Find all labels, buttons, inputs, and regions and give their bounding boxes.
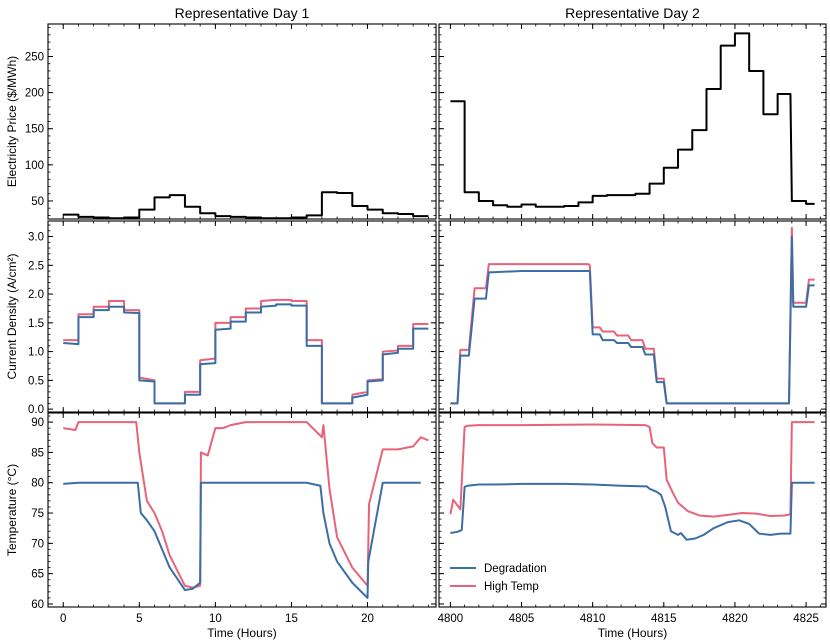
- x-axis-label-1: Time (Hours): [207, 626, 277, 640]
- x-tick-label: 4825: [793, 613, 819, 625]
- panel-r1-c1: 50 100 150 200 250: [25, 23, 437, 220]
- legend-frame: [444, 557, 564, 597]
- panel-frame: [438, 23, 827, 220]
- y-tick-label: 2.5: [28, 260, 44, 272]
- y-tick-label: 60: [31, 599, 44, 611]
- y-tick-label: 2.0: [28, 289, 44, 301]
- y-axis-label-row-1: Electricity Price ($/MWh): [5, 56, 19, 187]
- x-tick-label: 4810: [580, 613, 606, 625]
- y-tick-label: 3.0: [28, 232, 44, 244]
- panel-frame: [438, 220, 827, 413]
- x-tick-label: 4815: [651, 613, 677, 625]
- y-tick-label: 1.5: [28, 318, 44, 330]
- y-tick-label: 200: [25, 88, 44, 100]
- temperature-high-temp-line: [63, 421, 429, 589]
- x-tick-label: 20: [361, 613, 374, 625]
- x-tick-label: 10: [209, 613, 222, 625]
- legend: Degradation High Temp: [444, 557, 564, 597]
- price-line: [63, 191, 429, 219]
- temperature-degradation-line: [450, 481, 815, 541]
- y-tick-label: 150: [25, 124, 44, 136]
- x-axis-label-2: Time (Hours): [598, 626, 668, 640]
- y-tick-label: 90: [31, 417, 44, 429]
- y-tick-label: 250: [25, 52, 44, 64]
- price-line: [450, 32, 815, 208]
- y-axis-label-row-3: Temperature (°C): [5, 464, 19, 556]
- temperature-degradation-line: [63, 481, 421, 599]
- panel-frame: [47, 412, 437, 608]
- panel-r3-c2: 4800 4805 4810 4815 4820 4825: [438, 412, 827, 625]
- panel-frame: [438, 412, 827, 608]
- current-degradation-line: [450, 235, 815, 405]
- temperature-high-temp-line: [449, 421, 815, 518]
- x-tick-label: 15: [285, 613, 298, 625]
- x-tick-label: 4820: [722, 613, 748, 625]
- x-tick-label: 4800: [438, 613, 464, 625]
- panel-r3-c1: 60 65 70 75 80 85 90 0 5 10 15 20: [31, 412, 437, 625]
- y-tick-label: 80: [31, 478, 44, 490]
- x-tick-label: 0: [60, 613, 66, 625]
- panel-frame: [47, 220, 437, 413]
- legend-label-high-temp: High Temp: [484, 581, 539, 593]
- x-tick-label: 4805: [509, 613, 535, 625]
- column-title-2: Representative Day 2: [565, 5, 700, 21]
- y-tick-label: 0.0: [28, 404, 44, 416]
- panel-frame: [47, 23, 437, 220]
- y-tick-label: 65: [31, 569, 44, 581]
- legend-label-degradation: Degradation: [484, 563, 547, 575]
- panel-r2-c2: [438, 220, 827, 413]
- y-tick-label: 1.0: [28, 347, 44, 359]
- y-tick-label: 85: [31, 447, 44, 459]
- y-tick-label: 0.5: [28, 375, 44, 387]
- y-tick-label: 70: [31, 538, 44, 550]
- y-tick-label: 75: [31, 508, 44, 520]
- column-title-1: Representative Day 1: [175, 5, 310, 21]
- current-degradation-line: [63, 303, 429, 405]
- y-tick-label: 100: [25, 160, 44, 172]
- y-tick-label: 50: [31, 196, 44, 208]
- y-axis-label-row-2: Current Density (A/cm²): [5, 253, 19, 379]
- x-tick-label: 5: [136, 613, 142, 625]
- panel-r2-c1: 0.0 0.5 1.0 1.5 2.0 2.5 3.0: [28, 220, 437, 416]
- panel-r1-c2: [438, 23, 827, 220]
- current-high-temp-line: [450, 226, 815, 405]
